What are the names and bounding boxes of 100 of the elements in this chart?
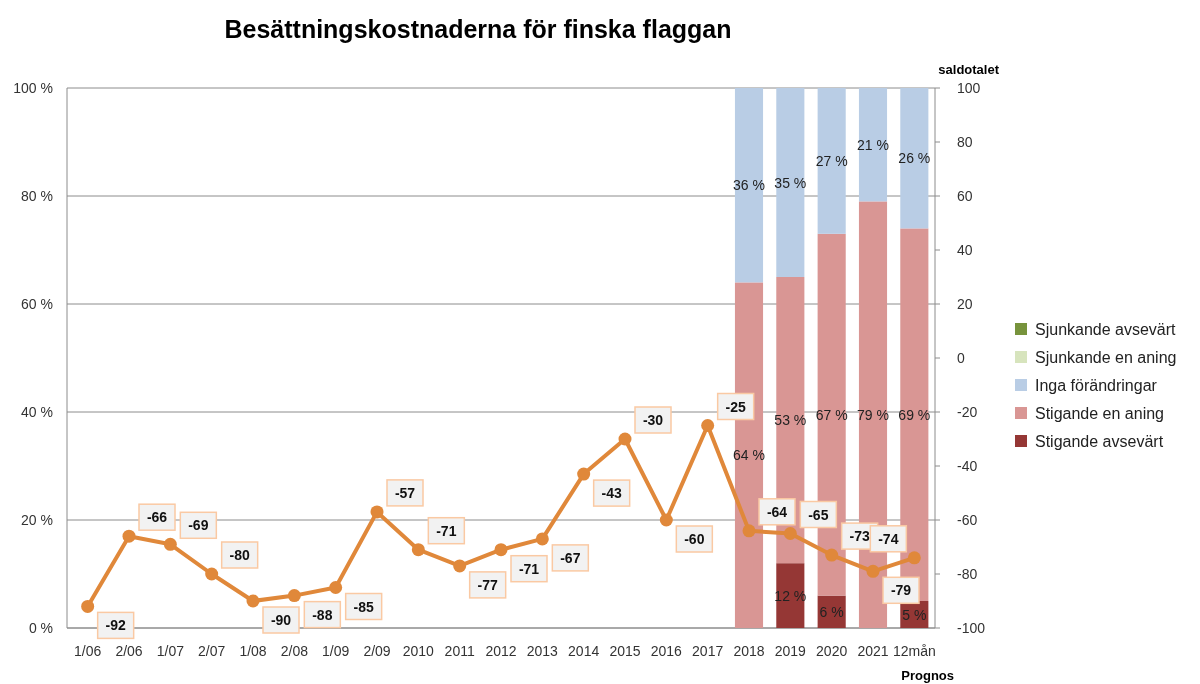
y2-tick-label: -80 xyxy=(957,566,978,582)
point xyxy=(742,524,756,538)
data-label: 26 % xyxy=(898,150,931,167)
point xyxy=(370,505,384,519)
x-tick-label: 2011 xyxy=(444,643,475,659)
data-label: -30 xyxy=(642,412,664,428)
data-label: 35 % xyxy=(774,174,807,191)
point xyxy=(577,467,591,481)
x-tick-label: 2/09 xyxy=(363,643,391,659)
x-tick-label: 2019 xyxy=(774,643,807,659)
bar xyxy=(776,88,805,277)
point xyxy=(701,419,715,432)
data-label: 67 % xyxy=(815,406,848,423)
data-label: -66 xyxy=(146,509,168,526)
point xyxy=(453,559,467,573)
data-label: 27 % xyxy=(815,152,848,169)
x-tick-label: 2016 xyxy=(650,643,683,659)
y-tick-label: 0 % xyxy=(28,620,53,636)
bar xyxy=(817,88,846,234)
data-label: 5 % xyxy=(902,606,927,623)
x-tick-label: 1/08 xyxy=(239,643,267,659)
point xyxy=(287,589,301,603)
point xyxy=(907,551,921,565)
y2-tick-label: 80 xyxy=(957,134,973,150)
point xyxy=(659,513,673,527)
x-tick-label: 1/07 xyxy=(156,643,185,659)
legend-label: Sjunkande en aning xyxy=(1035,349,1177,366)
legend-label: Stigande en aning xyxy=(1035,405,1164,422)
point xyxy=(205,567,219,581)
point xyxy=(783,527,797,540)
data-label: -71 xyxy=(436,522,457,539)
data-label: -92 xyxy=(105,617,126,634)
y2-tick-label: 100 xyxy=(957,80,981,96)
x-tick-label: 2010 xyxy=(402,643,435,659)
x-tick-label: 2/07 xyxy=(198,643,226,659)
bar xyxy=(858,88,888,202)
x-tick-label: 1/09 xyxy=(322,643,350,659)
y2-tick-label: -40 xyxy=(957,458,978,474)
x-tick-label: 2020 xyxy=(816,643,848,659)
data-label: -73 xyxy=(849,528,870,545)
chart-title: Besättningskostnaderna för finska flaggan xyxy=(224,15,732,43)
data-label: -64 xyxy=(766,503,788,520)
point xyxy=(163,537,177,551)
y2-tick-label: 20 xyxy=(957,296,973,312)
data-label: -80 xyxy=(229,547,250,563)
y-tick-label: 40 % xyxy=(21,404,53,420)
legend-label: Inga förändringar xyxy=(1035,377,1158,394)
point xyxy=(535,532,549,546)
y2-tick-label: 60 xyxy=(957,188,973,204)
y2-tick-label: -20 xyxy=(957,404,978,420)
x-tick-label: 2/08 xyxy=(280,643,309,659)
bar xyxy=(900,88,929,229)
x-tick-label: 2/06 xyxy=(115,643,143,659)
x-tick-label: 2013 xyxy=(526,643,559,659)
data-label: -77 xyxy=(477,576,498,593)
data-label: -60 xyxy=(684,531,705,547)
data-label: 79 % xyxy=(857,406,889,423)
point xyxy=(825,548,839,562)
y2-tick-label: -60 xyxy=(957,512,978,528)
y-tick-label: 100 % xyxy=(13,80,53,96)
x-tick-label: 2012 xyxy=(485,643,517,659)
y2-tick-label: 40 xyxy=(957,242,973,258)
y-tick-label: 80 % xyxy=(21,188,53,204)
data-label: -69 xyxy=(188,517,209,534)
data-label: -67 xyxy=(560,549,581,566)
bar xyxy=(734,88,764,283)
point xyxy=(329,581,343,594)
point xyxy=(494,543,508,557)
point xyxy=(411,543,425,557)
data-label: -71 xyxy=(518,560,540,577)
y-tick-label: 20 % xyxy=(21,512,53,528)
point xyxy=(618,432,632,446)
data-label: 6 % xyxy=(819,603,844,620)
point xyxy=(122,529,136,543)
text: Prognos xyxy=(901,668,954,683)
x-tick-label: 2014 xyxy=(568,643,600,659)
y2-axis-title: saldotalet xyxy=(938,62,1000,77)
x-tick-label: 2015 xyxy=(609,643,641,659)
x-tick-label: 1/06 xyxy=(74,643,102,659)
data-label: -65 xyxy=(808,506,829,523)
legend-label: Sjunkande avsevärt xyxy=(1035,321,1177,338)
data-label: -85 xyxy=(353,598,374,615)
data-label: -88 xyxy=(312,606,333,623)
data-label: 36 % xyxy=(733,177,765,194)
legend-label: Stigande avsevärt xyxy=(1035,433,1164,450)
x-tick-label: 2017 xyxy=(692,643,724,659)
y2-tick-label: -100 xyxy=(957,620,986,636)
point xyxy=(866,564,880,578)
data-label: -57 xyxy=(394,484,416,501)
x-tick-label: 2021 xyxy=(857,643,889,659)
x-tick-label: 2018 xyxy=(733,643,765,659)
x-tick-label: 12mån xyxy=(892,643,936,659)
data-label: -74 xyxy=(878,530,899,547)
point xyxy=(246,594,260,608)
data-label: -90 xyxy=(270,612,292,628)
data-label: -43 xyxy=(601,485,622,502)
y2-tick-label: 0 xyxy=(957,350,965,366)
data-label: -79 xyxy=(890,582,912,599)
point xyxy=(81,599,95,613)
data-label: 69 % xyxy=(898,406,931,423)
